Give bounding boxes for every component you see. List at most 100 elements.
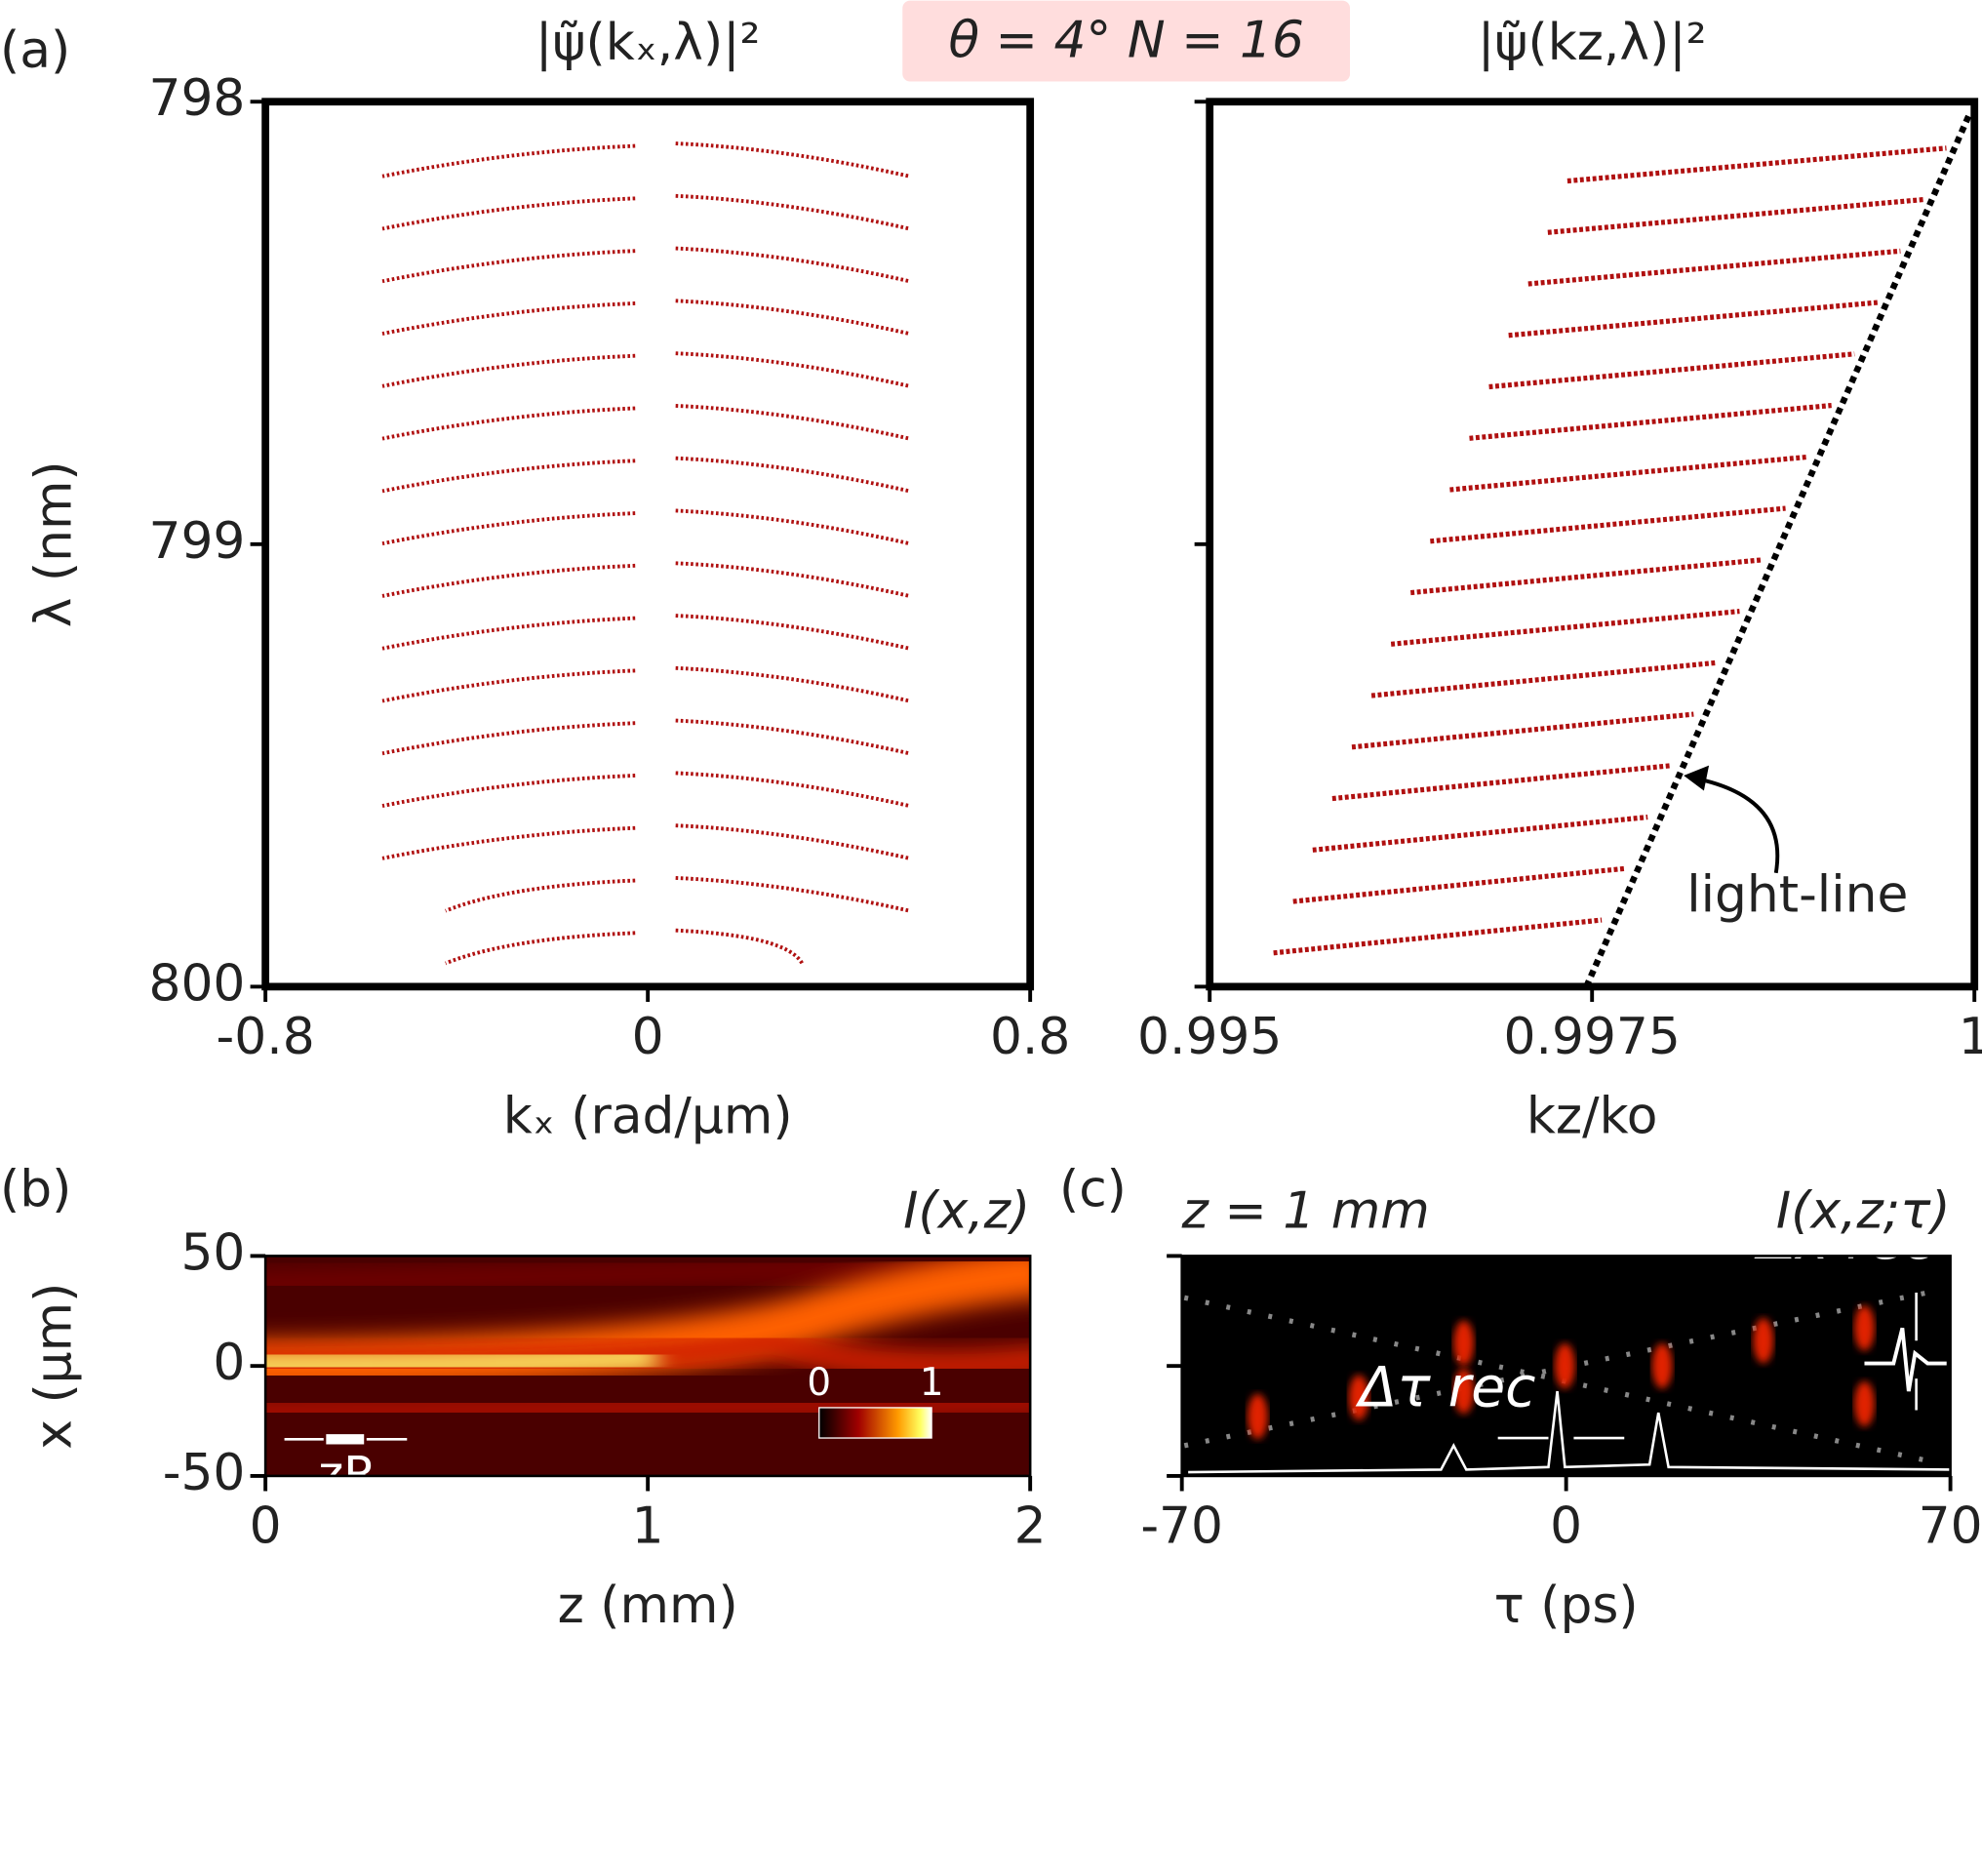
- spectral-stripe: [1488, 351, 1855, 390]
- header: θ = 4° N = 16: [948, 12, 1304, 70]
- y-tick-label: 798: [148, 69, 245, 128]
- spectral-stripe: [1292, 865, 1625, 904]
- spectral-stripe: [445, 878, 636, 913]
- spectral-stripe: [675, 351, 910, 388]
- spectral-stripe: [1566, 145, 1947, 184]
- spectral-stripe: [381, 196, 636, 231]
- x-tick-label: 0.8: [990, 1008, 1070, 1066]
- chart-subtitle: z = 1 mm: [1181, 1182, 1430, 1241]
- chart-title: I(x,z;τ): [1776, 1182, 1951, 1241]
- pulse-spot: [1554, 1342, 1575, 1389]
- spectral-stripe: [1430, 505, 1786, 544]
- chart-title: |ψ̃(kz,λ)|²: [1478, 14, 1707, 72]
- spectral-stripe: [381, 668, 636, 703]
- arrow: [1497, 1293, 1918, 1440]
- x-tick-label: -0.8: [217, 1008, 315, 1066]
- spectral-stripe: [675, 876, 910, 913]
- y-tick-label: 800: [148, 954, 245, 1013]
- spectral-stripe: [381, 143, 636, 179]
- band: [265, 1256, 1031, 1294]
- frame: [261, 98, 1035, 991]
- x-tick-label: 0.9975: [1504, 1008, 1681, 1066]
- spectral-stripe: [381, 249, 636, 284]
- panel-label: (c): [1059, 1161, 1127, 1219]
- spectral-stripe: [381, 459, 636, 494]
- spectral-stripe: [381, 721, 636, 756]
- spectral-stripe: [675, 823, 910, 860]
- spectral-stripe: [1469, 402, 1832, 441]
- spectral-stripe: [1547, 196, 1924, 235]
- spectral-stripe: [675, 614, 910, 651]
- spectral-stripe: [675, 561, 910, 598]
- x-tick-label: -70: [1140, 1497, 1223, 1555]
- spectral-stripe: [1449, 454, 1809, 493]
- y-tick-label: 50: [180, 1223, 245, 1282]
- spectral-stripe: [1410, 557, 1764, 596]
- x-tick-label: 0: [1550, 1497, 1582, 1555]
- x-tick-label: 0: [250, 1497, 282, 1555]
- y-tick-label: 0: [213, 1334, 245, 1392]
- x-axis-label: kₓ (rad/μm): [503, 1087, 793, 1145]
- pulse-spot: [1651, 1342, 1673, 1389]
- colorbar-tick-label: 0: [807, 1361, 831, 1405]
- x-axis-label: kz/ko: [1526, 1087, 1658, 1145]
- spectral-stripe: [675, 665, 910, 703]
- x-tick-label: 0: [632, 1008, 664, 1066]
- header-box: [902, 0, 1351, 82]
- band: [265, 1392, 1031, 1423]
- spectral-stripe: [381, 774, 636, 808]
- spectral-stripe: [1331, 763, 1672, 802]
- annotation: light-line: [1686, 866, 1908, 925]
- spectral-stripe: [675, 141, 910, 179]
- x-tick-label: 1: [632, 1497, 664, 1555]
- x-tick-label: 70: [1919, 1497, 1982, 1555]
- y-axis-label: x (μm): [24, 1283, 83, 1450]
- x-tick-label: 2: [1014, 1497, 1047, 1555]
- spectral-stripe: [381, 353, 636, 388]
- spectral-stripe: [675, 508, 910, 546]
- trace: [1864, 1327, 1947, 1392]
- chart-title: |ψ̃(kₓ,λ)|²: [535, 14, 761, 72]
- panel-label: (a): [0, 21, 70, 80]
- spectral-stripe: [1508, 299, 1879, 339]
- y-tick-label: 799: [148, 512, 245, 571]
- spectral-stripe: [675, 403, 910, 441]
- annotation: Δx rec: [1754, 1208, 1934, 1272]
- y-axis-label: λ (nm): [24, 460, 83, 627]
- x-axis-label: τ (ps): [1494, 1577, 1639, 1635]
- pulse-spot: [1854, 1304, 1875, 1351]
- spectral-stripe: [445, 931, 636, 966]
- x-axis-label: z (mm): [558, 1577, 738, 1635]
- spectral-stripe: [381, 301, 636, 336]
- spectral-stripe: [381, 563, 636, 598]
- spectral-stripe: [675, 246, 910, 284]
- x-tick-label: 1: [1959, 1008, 1982, 1066]
- pulse-spot: [1854, 1380, 1875, 1427]
- spectral-stripe: [1390, 609, 1740, 647]
- arrow: [1693, 776, 1780, 874]
- spectral-stripe: [675, 299, 910, 336]
- pulse-spot: [1248, 1393, 1268, 1440]
- spectral-stripe: [675, 456, 910, 494]
- colorbar: [818, 1407, 932, 1439]
- spectral-stripe: [1370, 659, 1718, 699]
- spectral-stripe: [675, 193, 910, 231]
- spectral-stripe: [1351, 711, 1694, 750]
- chart-title: I(x,z): [903, 1182, 1030, 1241]
- y-tick-label: -50: [163, 1444, 246, 1502]
- spectral-stripe: [1273, 917, 1603, 956]
- spectral-stripe: [381, 511, 636, 546]
- band: [265, 1342, 658, 1379]
- heatmap: [265, 1256, 1031, 1423]
- colorbar-tick-label: 1: [920, 1361, 944, 1405]
- pulse-spot: [1753, 1317, 1774, 1364]
- spectral-stripe: [381, 406, 636, 441]
- x-tick-label: 0.995: [1137, 1008, 1282, 1066]
- pulse-spot: [1348, 1375, 1369, 1420]
- annotation: zR: [318, 1446, 377, 1502]
- trace: [1188, 1390, 1951, 1474]
- frame: [1206, 98, 1979, 991]
- spectral-stripe: [675, 771, 910, 808]
- spectral-stripe: [675, 928, 804, 965]
